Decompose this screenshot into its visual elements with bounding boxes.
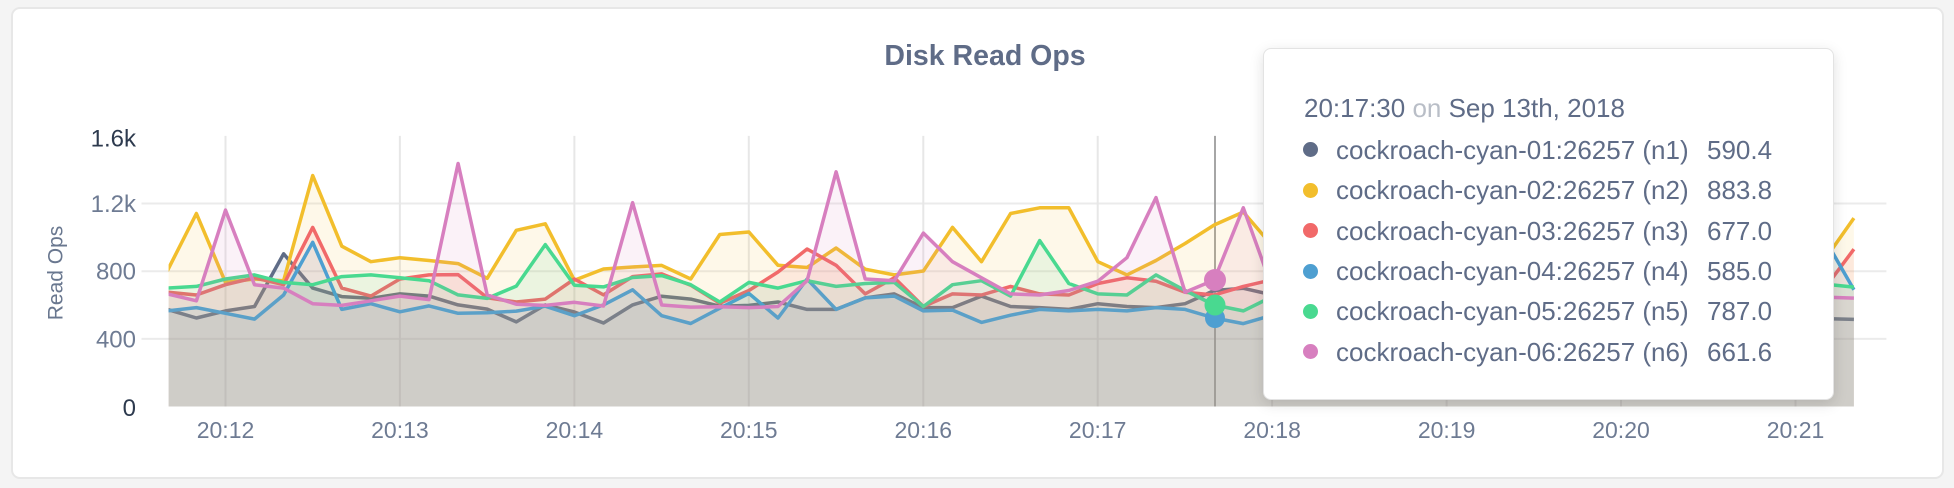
svg-text:Read Ops: Read Ops: [45, 226, 68, 321]
svg-text:20:16: 20:16: [895, 417, 953, 443]
svg-text:20:13: 20:13: [371, 417, 429, 443]
svg-text:20:21: 20:21: [1767, 417, 1825, 443]
svg-text:20:12: 20:12: [197, 417, 255, 443]
svg-text:20:19: 20:19: [1418, 417, 1476, 443]
svg-text:1.2k: 1.2k: [91, 191, 137, 218]
svg-text:20:15: 20:15: [720, 417, 778, 443]
svg-text:20:18: 20:18: [1243, 417, 1301, 443]
svg-text:20:17: 20:17: [1069, 417, 1127, 443]
svg-text:800: 800: [96, 259, 136, 286]
svg-text:0: 0: [123, 395, 136, 422]
svg-text:1.6k: 1.6k: [91, 125, 137, 152]
svg-text:20:14: 20:14: [546, 417, 604, 443]
svg-text:400: 400: [96, 326, 136, 353]
svg-text:20:20: 20:20: [1592, 417, 1650, 443]
